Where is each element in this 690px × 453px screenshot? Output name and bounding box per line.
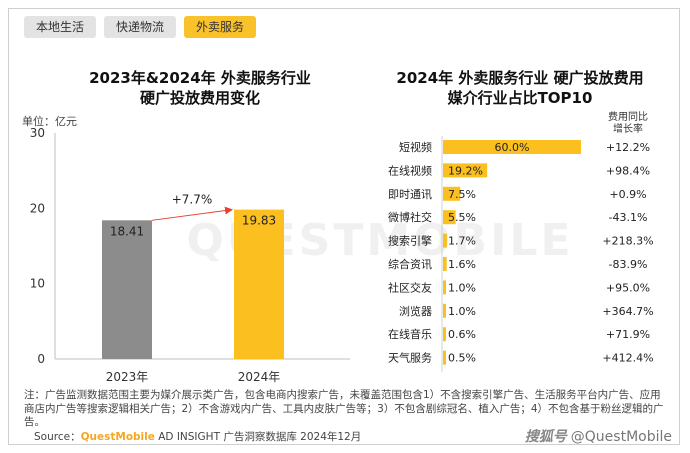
hbar [443, 233, 447, 248]
source-rest: AD INSIGHT 广告洞察数据库 2024年12月 [154, 431, 362, 443]
right-chart-title: 2024年 外卖服务行业 硬广投放费用 媒介行业占比TOP10 [370, 68, 670, 108]
growth-rate-label: +412.4% [602, 352, 653, 365]
growth-rate-label: +0.9% [609, 188, 646, 201]
left-title-line2: 硬广投放费用变化 [139, 89, 260, 107]
x-tick-label: 2023年 [106, 370, 149, 384]
growth-rate-label: +95.0% [606, 281, 650, 294]
category-label: 搜索引擎 [388, 234, 432, 248]
bar-2024 [234, 209, 284, 359]
growth-rate-label: +218.3% [602, 235, 653, 248]
hbar-value-label: 1.0% [448, 281, 476, 294]
hbar [443, 280, 446, 295]
category-label: 综合资讯 [388, 257, 432, 271]
growth-rate-label: +71.9% [606, 328, 650, 341]
tab-bar: 本地生活 快递物流 外卖服务 [24, 16, 257, 38]
category-label: 在线视频 [388, 163, 432, 177]
hbar-value-label: 1.6% [448, 258, 476, 271]
left-bar-chart: 0 10 20 30 18.41 2023年 19.83 2024年 +7.7% [30, 126, 350, 384]
category-label: 即时通讯 [388, 188, 432, 201]
chart-frame [8, 8, 680, 445]
category-label: 天气服务 [388, 351, 432, 365]
source-brand: QuestMobile [80, 431, 155, 443]
category-label: 社区交友 [388, 280, 432, 294]
right-title-line1: 2024年 外卖服务行业 硬广投放费用 [396, 69, 644, 87]
y-tick-label: 0 [37, 352, 45, 366]
growth-rate-label: +98.4% [606, 164, 650, 177]
hbar-value-label: 7.5% [448, 188, 476, 201]
hbar [443, 303, 446, 318]
hbar-value-label: 0.6% [448, 328, 476, 341]
left-title-line1: 2023年&2024年 外卖服务行业 [89, 69, 311, 87]
hbar [443, 327, 446, 342]
growth-rate-label: -43.1% [609, 211, 648, 224]
hbar-value-label: 0.5% [448, 352, 476, 365]
growth-rate-label: -83.9% [609, 258, 648, 271]
hbar [443, 257, 447, 271]
unit-label: 单位：亿元 [22, 115, 77, 128]
hbar-value-label: 19.2% [448, 164, 483, 177]
hbar [443, 186, 461, 201]
hbar-value-label: 1.7% [448, 235, 476, 248]
hbar [443, 163, 488, 178]
category-label: 微博社交 [388, 210, 432, 224]
y-tick-label: 30 [30, 126, 45, 140]
category-label: 短视频 [399, 140, 432, 154]
y-tick-label: 20 [30, 201, 45, 215]
right-hbar-chart: 短视频 60.0% +12.2% 在线视频 19.2% +98.4% 即时通讯 7.5% +0.… [388, 136, 654, 372]
bar-2023 [102, 220, 152, 359]
x-tick-label: 2024年 [238, 370, 281, 384]
footnote: 注：广告监测数据范围主要为媒介展示类广告，包含电商内搜索广告，未覆盖范围包含1）… [24, 389, 664, 428]
growth-header-line1: 费用同比 [608, 110, 648, 123]
hbar [443, 140, 581, 154]
right-title-line2: 媒介行业占比TOP10 [447, 89, 593, 107]
category-label: 在线音乐 [388, 327, 432, 341]
source-line: Source：QuestMobile AD INSIGHT 广告洞察数据库 20… [34, 429, 361, 444]
growth-rate-label: +12.2% [606, 141, 650, 154]
hbar-value-label: 5.5% [448, 211, 476, 224]
y-tick-label: 10 [30, 277, 45, 291]
hbar [443, 350, 446, 365]
source-prefix: Source： [34, 431, 81, 443]
hbar [443, 210, 456, 225]
hbar-value-label: 60.0% [495, 141, 530, 154]
growth-arrow [151, 206, 233, 221]
bar-value-label: 18.41 [110, 224, 144, 238]
growth-header-line2: 增长率 [613, 122, 643, 135]
bar-value-label: 19.83 [242, 214, 276, 228]
bottom-watermark-text: @QuestMobile [570, 429, 672, 445]
hbar-value-label: 1.0% [448, 305, 476, 318]
bottom-watermark: 搜狐号 @QuestMobile [525, 426, 672, 446]
category-label: 浏览器 [399, 304, 432, 318]
tab-takeout-service[interactable]: 外卖服务 [184, 16, 257, 38]
growth-rate-label: +364.7% [602, 305, 653, 318]
sohu-logo: 搜狐号 [524, 429, 567, 445]
tab-local-life[interactable]: 本地生活 [24, 16, 97, 38]
tab-express-logistics[interactable]: 快递物流 [104, 16, 177, 38]
growth-annotation: +7.7% [172, 193, 213, 207]
left-chart-title: 2023年&2024年 外卖服务行业 硬广投放费用变化 [50, 68, 350, 108]
